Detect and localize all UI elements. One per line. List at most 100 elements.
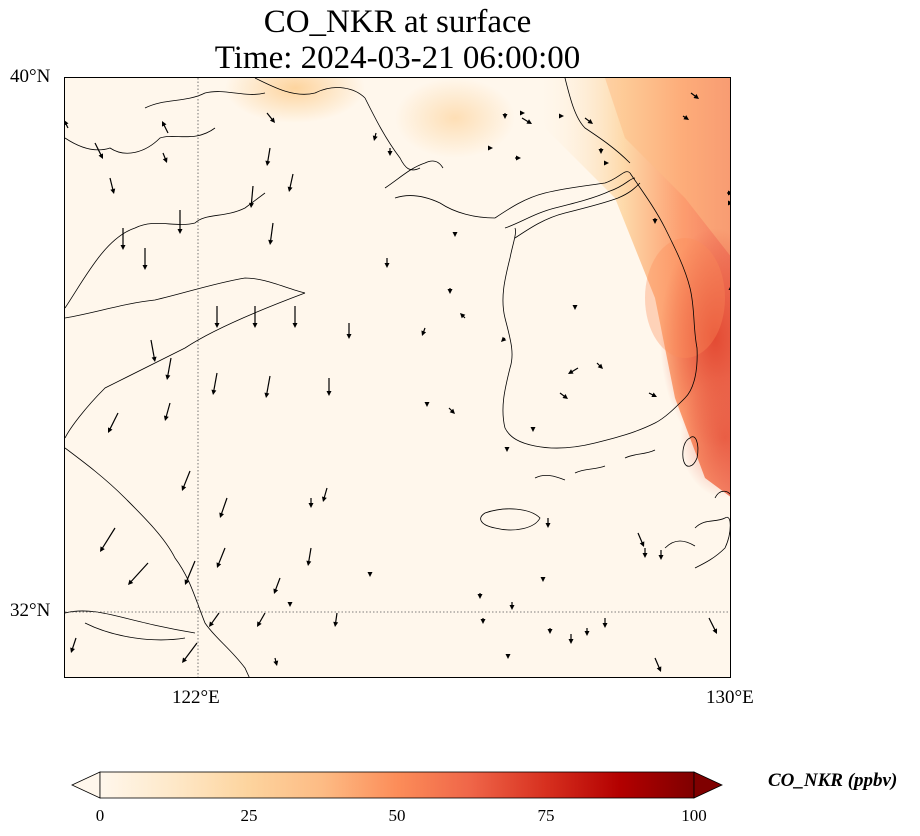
wind-arrow-head bbox=[530, 427, 536, 432]
wind-arrow-head bbox=[384, 263, 390, 268]
wind-arrow-head bbox=[587, 119, 593, 124]
wind-arrow-head bbox=[151, 356, 157, 362]
wind-arrow-shaft bbox=[654, 657, 661, 670]
wind-arrow-head bbox=[110, 188, 116, 194]
colorbar-max-extend bbox=[693, 771, 723, 799]
wind-arrow-head bbox=[540, 577, 546, 582]
colorbar bbox=[71, 771, 723, 799]
map-canvas bbox=[65, 78, 730, 677]
wind-arrow-head bbox=[264, 392, 270, 398]
concentration-field bbox=[225, 78, 730, 498]
wind-arrow-head bbox=[526, 119, 532, 124]
wind-arrow-head bbox=[162, 157, 168, 163]
wind-arrow-head bbox=[248, 202, 254, 208]
wind-arrow-shaft bbox=[183, 642, 198, 661]
wind-arrow-head bbox=[273, 660, 279, 666]
wind-arrow-head bbox=[367, 572, 373, 577]
wind-arrow-head bbox=[449, 408, 455, 414]
colorbar-gradient bbox=[99, 771, 695, 799]
title-time: Time: 2024-03-21 06:00:00 bbox=[214, 40, 581, 76]
wind-arrow-head bbox=[252, 323, 258, 328]
wind-arrow-head bbox=[728, 190, 730, 196]
wind-arrow-shaft bbox=[250, 185, 254, 206]
wind-arrow-head bbox=[652, 219, 658, 224]
wind-arrow-shaft bbox=[217, 547, 226, 566]
wind-arrow-shaft bbox=[307, 547, 312, 564]
wind-arrow-shaft bbox=[220, 497, 228, 516]
wind-arrow-shaft bbox=[266, 147, 271, 164]
colorbar-tick-50: 50 bbox=[388, 806, 406, 825]
wind-arrow-head bbox=[516, 155, 521, 161]
wind-arrow-head bbox=[547, 629, 553, 634]
wind-arrow-head bbox=[501, 336, 507, 342]
wind-arrow-head bbox=[656, 666, 662, 672]
wind-arrow-head bbox=[128, 579, 134, 585]
wind-arrow-head bbox=[712, 628, 717, 634]
title-variable: CO_NKR at surface bbox=[263, 4, 532, 40]
wind-arrow-head bbox=[639, 541, 645, 547]
wind-arrow-head bbox=[216, 562, 222, 568]
wind-arrow-head bbox=[326, 391, 332, 396]
wind-arrow-head bbox=[568, 639, 574, 644]
wind-arrow-head bbox=[184, 579, 190, 585]
wind-arrow-head bbox=[545, 523, 551, 528]
wind-arrow-shaft bbox=[165, 402, 171, 419]
wind-arrow-head bbox=[268, 239, 274, 245]
wind-arrow-head bbox=[70, 647, 75, 653]
wind-arrow-head bbox=[728, 287, 730, 290]
lat-label-32n: 32°N bbox=[10, 600, 51, 621]
wind-arrow-head bbox=[584, 631, 590, 636]
graticule bbox=[65, 78, 730, 677]
wind-arrow-shaft bbox=[108, 412, 119, 431]
wind-arrow-head bbox=[505, 654, 511, 659]
wind-arrow-head bbox=[165, 374, 171, 380]
wind-arrow-head bbox=[480, 619, 486, 624]
lon-label-130e: 130°E bbox=[706, 687, 754, 708]
wind-arrow-head bbox=[346, 334, 352, 339]
wind-arrow-head bbox=[658, 555, 664, 560]
wind-arrow-head bbox=[269, 117, 275, 123]
wind-vectors bbox=[65, 92, 730, 672]
wind-arrow-head bbox=[273, 588, 279, 594]
wind-arrow-head bbox=[321, 496, 327, 502]
lat-label-40n: 40°N bbox=[10, 66, 51, 87]
colorbar-min-extend bbox=[71, 771, 101, 799]
wind-arrow-head bbox=[98, 153, 103, 159]
wind-arrow-head bbox=[287, 186, 293, 192]
wind-arrow-head bbox=[568, 369, 574, 374]
wind-arrow-shaft bbox=[182, 470, 191, 489]
wind-arrow-head bbox=[562, 394, 568, 399]
wind-arrow-head bbox=[287, 602, 293, 607]
wind-arrow-head bbox=[387, 151, 393, 156]
colorbar-title: CO_NKR (ppbv) bbox=[768, 770, 898, 791]
lon-label-122e: 122°E bbox=[172, 687, 220, 708]
wind-arrow-head bbox=[559, 113, 564, 119]
wind-arrow-shaft bbox=[289, 173, 294, 190]
colorbar-tick-75: 75 bbox=[537, 806, 555, 825]
wind-arrow-head bbox=[424, 402, 430, 407]
wind-arrow-head bbox=[421, 330, 427, 336]
wind-arrow-head bbox=[308, 503, 314, 508]
wind-arrow-shaft bbox=[274, 577, 281, 592]
wind-arrow-shaft bbox=[212, 372, 218, 393]
wind-arrow-head bbox=[333, 621, 339, 627]
wind-arrow-shaft bbox=[257, 612, 266, 625]
wind-arrow-head bbox=[163, 415, 169, 421]
wind-arrow-head bbox=[651, 392, 657, 397]
map-panel bbox=[64, 77, 731, 678]
wind-arrow-head bbox=[597, 363, 603, 369]
wind-arrow-shaft bbox=[150, 339, 156, 360]
wind-arrow-head bbox=[100, 546, 105, 552]
wind-arrow-head bbox=[683, 115, 689, 120]
wind-arrow-head bbox=[177, 229, 183, 234]
wind-arrow-shaft bbox=[185, 560, 196, 583]
wind-arrow-head bbox=[642, 553, 648, 558]
wind-arrow-shaft bbox=[265, 375, 271, 396]
wind-arrow-head bbox=[214, 323, 220, 328]
wind-arrow-head bbox=[372, 135, 378, 141]
wind-arrow-head bbox=[728, 200, 730, 206]
colorbar-tick-25: 25 bbox=[240, 806, 258, 825]
wind-arrow-head bbox=[477, 594, 483, 599]
wind-arrow-head bbox=[257, 621, 262, 627]
wind-arrow-head bbox=[120, 245, 126, 250]
